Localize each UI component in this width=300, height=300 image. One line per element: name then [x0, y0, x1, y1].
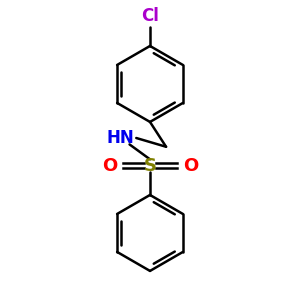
- Text: HN: HN: [106, 129, 134, 147]
- Text: O: O: [102, 157, 117, 175]
- Text: O: O: [183, 157, 198, 175]
- Text: S: S: [143, 157, 157, 175]
- Text: Cl: Cl: [141, 7, 159, 25]
